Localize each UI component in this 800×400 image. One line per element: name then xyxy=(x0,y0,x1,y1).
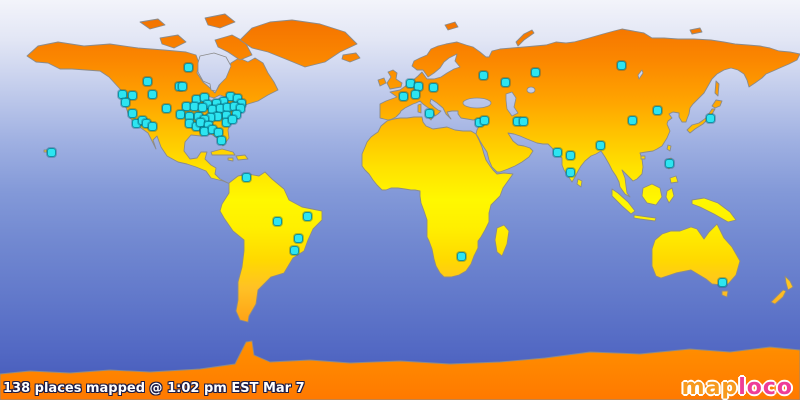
visitor-marker xyxy=(184,63,193,72)
madagascar xyxy=(494,224,510,257)
visitor-marker xyxy=(178,82,187,91)
visitor-marker xyxy=(457,252,466,261)
visitor-marker xyxy=(479,71,488,80)
visitor-marker xyxy=(176,110,185,119)
visitor-marker xyxy=(228,115,237,124)
status-text: 138 places mapped @ 1:02 pm EST Mar 7 xyxy=(3,381,305,396)
visitor-marker xyxy=(121,98,130,107)
caspian-sea xyxy=(505,91,519,117)
logo-map-text: map xyxy=(681,375,739,400)
visitor-marker xyxy=(128,109,137,118)
visitor-marker xyxy=(531,68,540,77)
visitor-marker xyxy=(425,109,434,118)
greenland xyxy=(239,19,358,68)
indonesia xyxy=(611,183,737,223)
visitor-marker xyxy=(628,116,637,125)
antarctica xyxy=(0,340,800,400)
visitor-marker xyxy=(128,91,137,100)
visitor-marker xyxy=(665,159,674,168)
lake-baikal xyxy=(637,69,644,80)
visitor-marker xyxy=(162,104,171,113)
status-bar: 138 places mapped @ 1:02 pm EST Mar 7 xyxy=(3,381,305,396)
visitor-marker xyxy=(294,234,303,243)
tasmania xyxy=(721,290,729,298)
visitor-marker xyxy=(617,61,626,70)
black-sea xyxy=(462,97,492,109)
japan xyxy=(686,99,723,134)
south-america xyxy=(219,171,323,323)
visitor-marker xyxy=(411,90,420,99)
visitor-marker xyxy=(519,117,528,126)
visitor-marker xyxy=(596,141,605,150)
visitor-marker xyxy=(566,151,575,160)
visitor-marker xyxy=(148,122,157,131)
africa xyxy=(361,116,514,278)
visitor-marker xyxy=(566,168,575,177)
visitor-marker xyxy=(303,212,312,221)
sri-lanka xyxy=(576,178,583,188)
visitor-marker xyxy=(290,246,299,255)
visitor-marker xyxy=(198,103,207,112)
caribbean-islands xyxy=(210,148,249,162)
visitor-marker xyxy=(242,173,251,182)
hainan xyxy=(640,155,646,160)
visitor-marker xyxy=(148,90,157,99)
new-zealand xyxy=(770,275,794,305)
visitor-marker xyxy=(653,106,662,115)
visitor-marker xyxy=(706,114,715,123)
british-isles xyxy=(377,69,403,90)
arctic-islands xyxy=(139,13,253,61)
visitor-marker xyxy=(501,78,510,87)
visitor-marker xyxy=(47,148,56,157)
visitor-marker xyxy=(718,278,727,287)
visitor-marker xyxy=(399,92,408,101)
sakhalin xyxy=(714,80,720,97)
iceland xyxy=(341,52,361,63)
visitor-marker xyxy=(429,83,438,92)
logo-loco-text: loco xyxy=(738,375,793,400)
maploco-logo[interactable]: maploco xyxy=(682,375,793,400)
russian-arctic-islands xyxy=(444,21,703,47)
australia xyxy=(651,223,741,286)
taiwan xyxy=(666,144,672,152)
visitor-marker xyxy=(273,217,282,226)
visitor-marker xyxy=(143,77,152,86)
aral-sea xyxy=(526,86,536,94)
visitor-marker xyxy=(553,148,562,157)
visitor-marker xyxy=(480,116,489,125)
visitor-marker xyxy=(217,136,226,145)
hudson-bay xyxy=(197,52,232,92)
